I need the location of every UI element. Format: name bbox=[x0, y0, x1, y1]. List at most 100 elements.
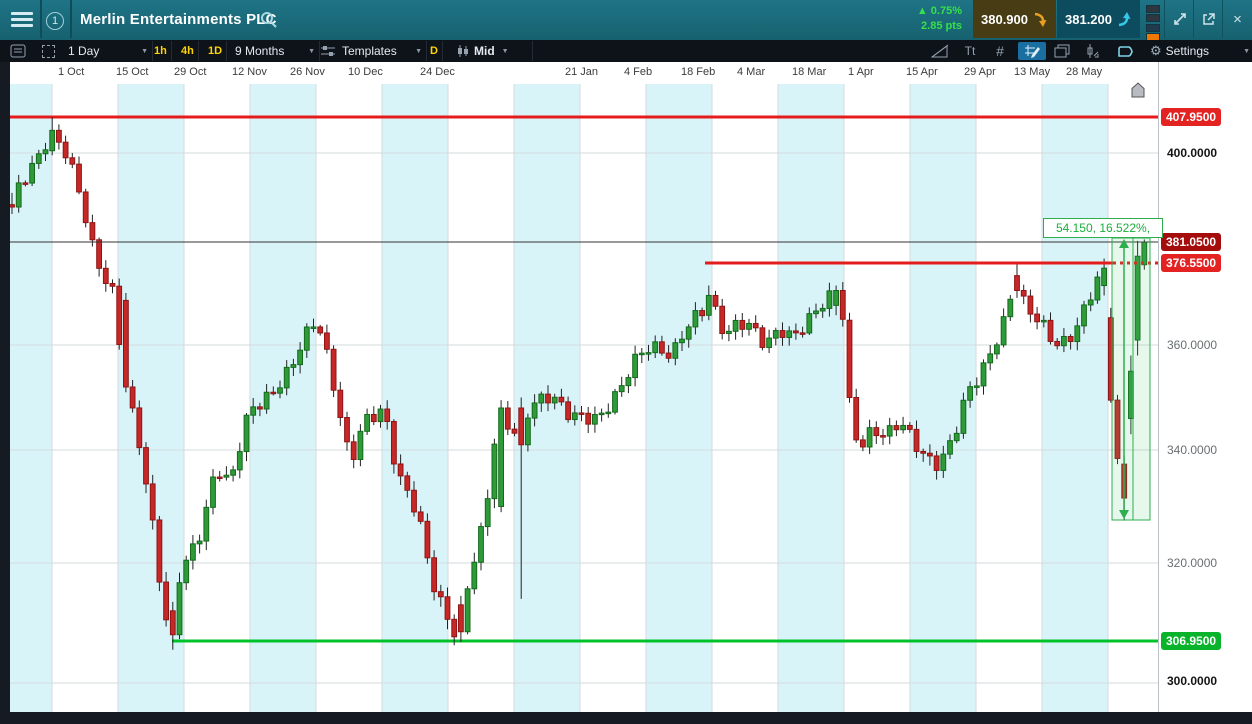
date-tick: 15 Oct bbox=[116, 66, 149, 78]
layers-icon[interactable] bbox=[1050, 42, 1074, 60]
timeframe-4h-button[interactable]: 4h bbox=[177, 41, 199, 61]
candle bbox=[437, 591, 444, 598]
layout-picker[interactable] bbox=[1146, 3, 1160, 41]
date-tick: 29 Apr bbox=[964, 66, 996, 78]
tune-icon[interactable] bbox=[316, 42, 340, 60]
candle bbox=[618, 385, 625, 393]
templates-dropdown[interactable]: Templates ▼ bbox=[338, 41, 427, 61]
candle bbox=[176, 582, 183, 636]
candle bbox=[136, 407, 143, 449]
pointer-tool-icon[interactable] bbox=[1112, 42, 1140, 60]
sell-arrow-icon bbox=[1034, 12, 1047, 27]
price-axis[interactable]: 407.9500 400.0000 381.0500 376.5500 360.0000… bbox=[1158, 62, 1252, 712]
candle bbox=[1054, 340, 1061, 347]
expand-button[interactable] bbox=[1164, 0, 1194, 38]
candle bbox=[190, 543, 196, 561]
divider bbox=[40, 0, 42, 38]
price-tick: 381.0500 bbox=[1161, 233, 1222, 251]
price-tick: 360.0000 bbox=[1167, 338, 1218, 352]
settings-button[interactable]: ⚙ Settings ▼ bbox=[1150, 43, 1250, 58]
candle bbox=[772, 330, 779, 339]
chart-area[interactable]: 1 Oct 15 Oct 29 Oct 12 Nov 26 Nov 10 Dec 24 De… bbox=[0, 62, 1252, 724]
candle bbox=[504, 407, 511, 430]
candle bbox=[632, 353, 639, 379]
daily-badge[interactable]: D bbox=[426, 41, 443, 61]
candle-edit-icon[interactable] bbox=[1080, 42, 1104, 60]
sell-price-button[interactable]: 380.900 bbox=[973, 0, 1056, 38]
measurement-box[interactable] bbox=[1111, 237, 1151, 521]
date-tick: 12 Nov bbox=[232, 66, 267, 78]
candle bbox=[210, 476, 216, 508]
candle bbox=[826, 290, 833, 309]
menu-button[interactable] bbox=[8, 7, 36, 33]
search-icon[interactable] bbox=[260, 11, 278, 29]
candle bbox=[860, 439, 866, 448]
candle bbox=[839, 289, 846, 320]
period-dropdown[interactable]: 1 Day ▼ bbox=[64, 41, 153, 61]
date-tick: 18 Feb bbox=[681, 66, 716, 78]
date-axis[interactable]: 1 Oct 15 Oct 29 Oct 12 Nov 26 Nov 10 Dec 24 De… bbox=[10, 62, 1252, 84]
candle bbox=[310, 326, 317, 329]
price-mode-dropdown[interactable]: Mid ▼ bbox=[452, 41, 533, 61]
price-tick: 400.0000 bbox=[1167, 146, 1218, 160]
candle bbox=[759, 327, 766, 348]
candle bbox=[89, 222, 96, 241]
timeframe-1d-button[interactable]: 1D bbox=[204, 41, 228, 61]
grid-tool-icon[interactable]: # bbox=[996, 43, 1004, 59]
change-points: 2.85 pts bbox=[921, 20, 962, 32]
candle bbox=[906, 424, 913, 430]
candle bbox=[605, 411, 612, 415]
candle bbox=[799, 332, 806, 335]
timeframe-1h-button[interactable]: 1h bbox=[150, 41, 172, 61]
text-tool-icon[interactable]: Tt bbox=[964, 44, 976, 58]
instrument-number-badge: 1 bbox=[46, 12, 64, 30]
selection-box-icon[interactable] bbox=[36, 42, 60, 60]
candle bbox=[196, 540, 203, 545]
candle bbox=[612, 391, 618, 413]
candle bbox=[752, 322, 759, 329]
buy-price: 381.200 bbox=[1065, 11, 1112, 27]
candle bbox=[1067, 335, 1074, 343]
candle bbox=[236, 451, 243, 471]
chart-toolbar: 1 Day ▼ 1h 4h 1D 9 Months ▼ Templates ▼ D M… bbox=[0, 40, 1252, 63]
price-tick: 300.0000 bbox=[1167, 674, 1218, 688]
candle bbox=[813, 310, 819, 315]
up-triangle-icon: ▲ bbox=[916, 5, 928, 17]
date-tick: 4 Mar bbox=[737, 66, 766, 78]
popout-button[interactable] bbox=[1193, 0, 1223, 38]
candle bbox=[464, 588, 471, 633]
chevron-down-icon: ▼ bbox=[501, 47, 509, 55]
candlestick-plot[interactable] bbox=[10, 84, 1158, 712]
buy-arrow-icon bbox=[1118, 11, 1131, 26]
candle bbox=[933, 455, 940, 471]
week-stripe bbox=[382, 84, 448, 712]
close-button[interactable]: × bbox=[1222, 0, 1252, 38]
candle bbox=[1101, 267, 1107, 287]
week-stripe bbox=[250, 84, 316, 712]
buy-price-button[interactable]: 381.200 bbox=[1057, 0, 1140, 38]
candle bbox=[1061, 335, 1067, 347]
candle bbox=[571, 412, 578, 421]
candle bbox=[578, 412, 585, 415]
candle bbox=[679, 338, 685, 344]
scroll-to-latest-icon[interactable] bbox=[1131, 82, 1145, 98]
candle bbox=[833, 289, 840, 306]
range-dropdown[interactable]: 9 Months ▼ bbox=[231, 41, 320, 61]
candle bbox=[558, 396, 565, 403]
trend-line-tool-icon[interactable] bbox=[928, 42, 952, 60]
measurement-label[interactable]: 54.150, 16.522%, bbox=[1043, 218, 1163, 238]
candle bbox=[565, 401, 572, 421]
draw-grid-tool-icon[interactable] bbox=[1018, 42, 1046, 60]
candle bbox=[230, 469, 236, 476]
candle bbox=[22, 182, 29, 185]
candle-icon bbox=[458, 45, 468, 57]
date-tick: 4 Feb bbox=[624, 66, 653, 78]
date-tick: 18 Mar bbox=[792, 66, 827, 78]
left-edge-strip bbox=[0, 62, 10, 712]
order-panel-icon[interactable] bbox=[6, 42, 30, 60]
candle bbox=[471, 561, 478, 590]
candle bbox=[96, 239, 102, 269]
date-tick: 10 Dec bbox=[348, 66, 383, 78]
measurement-box-inner bbox=[1111, 237, 1134, 521]
